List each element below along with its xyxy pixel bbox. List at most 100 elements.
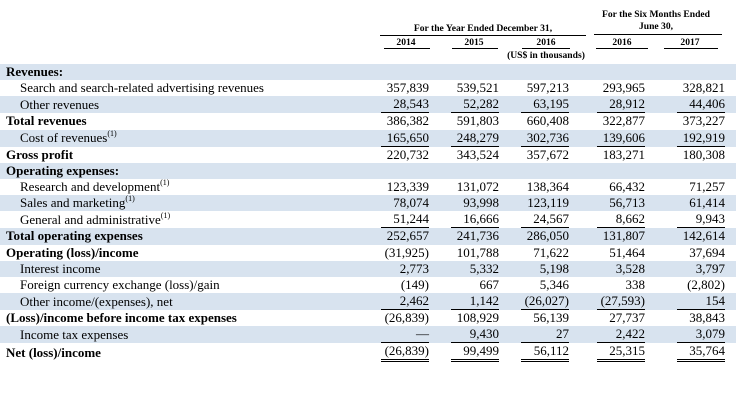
value-cell: (149)	[372, 277, 432, 293]
value-cell: (27,593)	[572, 293, 648, 311]
footnote-marker: (1)	[107, 129, 117, 139]
value-text: 93,998	[463, 195, 499, 211]
value-cell: 51,464	[572, 245, 648, 261]
year-ended-group-header: For the Year Ended December 31,	[413, 23, 553, 34]
value-text: 139,606	[597, 130, 645, 147]
value-cell: 180,308	[648, 147, 728, 163]
value-text: 56,139	[533, 310, 569, 326]
value-cell: 373,227	[648, 113, 728, 129]
year-2014-rule	[384, 48, 430, 49]
table-row: Total operating expenses 252,657 241,736 28…	[0, 228, 736, 245]
row-label: Operating (loss)/income	[0, 245, 372, 261]
value-cell: 9,943	[648, 211, 728, 229]
value-text: 373,227	[682, 113, 725, 129]
value-text: 5,332	[469, 260, 499, 276]
value-text: 3,079	[677, 326, 725, 344]
row-spacer	[728, 326, 736, 344]
table-row: Operating (loss)/income (31,925) 101,788 71…	[0, 245, 736, 261]
value-cell: 25,315	[572, 343, 648, 363]
value-cell: 293,965	[572, 80, 648, 96]
value-cell: 252,657	[372, 228, 432, 245]
six-month-header-2016: 2016	[612, 37, 632, 48]
row-label-text: Net (loss)/income	[6, 344, 101, 360]
value-cell: 539,521	[432, 80, 502, 96]
table-row: Revenues:	[0, 64, 736, 81]
value-text: 660,408	[526, 113, 569, 129]
value-text: 52,282	[451, 96, 499, 114]
value-cell: 183,271	[572, 147, 648, 163]
row-spacer	[728, 80, 736, 96]
row-label: Search and search-related advertising re…	[0, 80, 372, 96]
row-label-text: Operating expenses:	[6, 162, 120, 178]
year-header-2014: 2014	[396, 37, 416, 48]
value-cell: (26,027)	[502, 293, 572, 311]
value-cell: 386,382	[372, 113, 432, 129]
value-cell: 16,666	[432, 211, 502, 229]
value-text: 131,072	[456, 179, 499, 195]
value-text: (149)	[400, 276, 429, 292]
value-cell: 142,614	[648, 228, 728, 245]
six-month-group-rule	[594, 34, 722, 35]
value-cell: 8,662	[572, 211, 648, 229]
value-text: 154	[677, 293, 725, 311]
row-label-text: Gross profit	[6, 146, 74, 162]
value-cell: 56,112	[502, 343, 572, 363]
six-month-2017-rule	[664, 48, 718, 49]
value-cell: 99,499	[432, 343, 502, 363]
value-text: 8,662	[597, 211, 645, 229]
year-group-rule	[380, 35, 586, 36]
value-cell: 9,430	[432, 326, 502, 344]
income-statement-table: Revenues: Search and search-related adver…	[0, 64, 736, 363]
value-text: 539,521	[456, 80, 499, 96]
value-cell: 63,195	[502, 96, 572, 114]
value-text: 27	[521, 326, 569, 344]
value-cell: 5,332	[432, 260, 502, 277]
value-text: 37,694	[689, 244, 725, 260]
row-label-text: Revenues:	[6, 64, 64, 80]
value-cell: 56,139	[502, 310, 572, 326]
footnote-marker: (1)	[160, 211, 171, 220]
value-cell: 123,339	[372, 179, 432, 195]
value-text: 357,839	[386, 80, 429, 96]
value-text: 71,257	[689, 179, 725, 195]
value-cell: 37,694	[648, 245, 728, 261]
value-text: 5,346	[539, 276, 569, 292]
value-cell: 597,213	[502, 80, 572, 96]
value-text: 78,074	[393, 195, 429, 211]
value-text: 3,528	[615, 260, 645, 276]
value-text: 38,843	[689, 310, 725, 326]
value-cell: 71,622	[502, 245, 572, 261]
value-text: 9,943	[677, 211, 725, 229]
value-cell: 591,803	[432, 113, 502, 129]
row-spacer	[728, 277, 736, 293]
value-text: —	[381, 326, 429, 344]
value-cell: 357,839	[372, 80, 432, 96]
value-cell: 24,567	[502, 211, 572, 229]
value-text: 165,650	[381, 130, 429, 147]
value-text: 386,382	[386, 113, 429, 129]
table-row: Other income/(expenses), net 2,462 1,142 (2…	[0, 293, 736, 311]
row-label: Operating expenses:	[0, 162, 372, 179]
value-text: (27,593)	[597, 293, 645, 311]
value-text: 591,803	[456, 113, 499, 129]
value-cell: 123,119	[502, 195, 572, 212]
value-text: 51,244	[381, 211, 429, 229]
value-text: 66,432	[609, 179, 645, 195]
value-text: 328,821	[682, 80, 725, 96]
value-cell	[648, 64, 728, 81]
value-cell: 138,364	[502, 179, 572, 195]
row-label-text: Operating (loss)/income	[6, 244, 139, 260]
value-text: 56,713	[609, 195, 645, 211]
row-label: Interest income	[0, 260, 372, 277]
row-label: Revenues:	[0, 64, 372, 81]
value-cell: 2,773	[372, 260, 432, 277]
value-cell: 302,736	[502, 129, 572, 147]
table-row: Total revenues 386,382 591,803 660,408 322,8…	[0, 113, 736, 129]
value-text: 343,524	[456, 146, 499, 162]
value-text: 252,657	[386, 228, 429, 244]
row-label-text: Other revenues	[20, 96, 100, 112]
value-cell: —	[372, 326, 432, 344]
value-cell: 51,244	[372, 211, 432, 229]
value-cell: (2,802)	[648, 277, 728, 293]
value-text: 16,666	[451, 211, 499, 229]
